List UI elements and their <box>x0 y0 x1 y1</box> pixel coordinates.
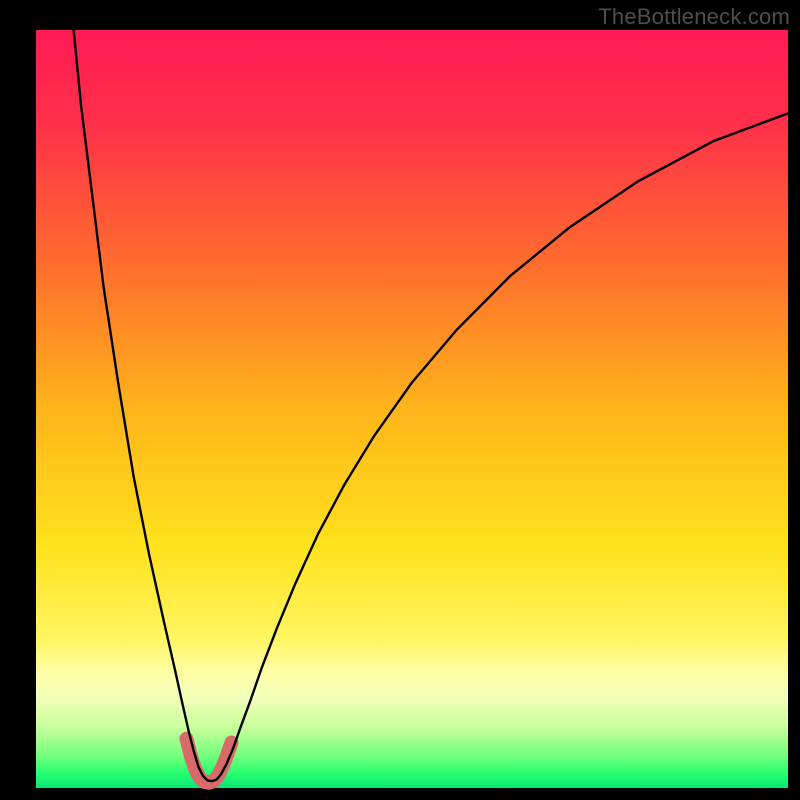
watermark-label: TheBottleneck.com <box>598 4 790 30</box>
bottleneck-curve-chart <box>0 0 800 800</box>
chart-container: TheBottleneck.com <box>0 0 800 800</box>
plot-area <box>36 30 788 788</box>
